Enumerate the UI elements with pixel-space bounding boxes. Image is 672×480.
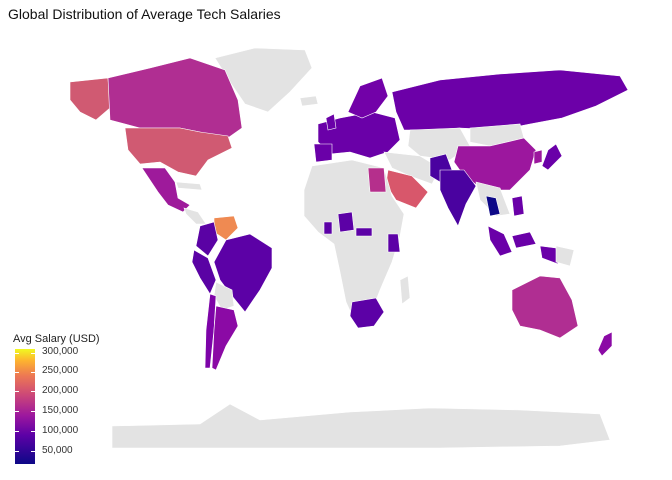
region-cuba[interactable] xyxy=(175,181,203,191)
country-canada[interactable] xyxy=(107,57,243,141)
country-kenya[interactable] xyxy=(387,233,401,253)
country-venezuela[interactable] xyxy=(213,215,239,241)
country-korea[interactable] xyxy=(533,149,543,165)
legend-tickmark xyxy=(15,411,35,412)
region-central-asia[interactable] xyxy=(407,127,471,161)
country-uk[interactable] xyxy=(325,113,337,131)
country-argentina[interactable] xyxy=(211,305,239,371)
legend-tickmark xyxy=(15,353,35,354)
country-chile[interactable] xyxy=(204,293,217,369)
legend-tick-label: 200,000 xyxy=(42,385,79,396)
country-greenland[interactable] xyxy=(214,47,313,113)
country-australia[interactable] xyxy=(511,275,579,339)
country-russia[interactable] xyxy=(391,69,629,131)
country-brazil[interactable] xyxy=(213,233,273,313)
region-papua[interactable] xyxy=(555,245,575,267)
country-spain[interactable] xyxy=(313,143,333,163)
country-iceland[interactable] xyxy=(299,95,319,107)
country-thailand[interactable] xyxy=(485,195,501,217)
country-colombia[interactable] xyxy=(195,221,219,257)
country-philippines[interactable] xyxy=(511,195,525,217)
legend-tickmark xyxy=(15,431,35,432)
country-madagascar[interactable] xyxy=(399,275,411,305)
country-china[interactable] xyxy=(453,137,537,191)
country-india[interactable] xyxy=(439,169,477,227)
country-ghana[interactable] xyxy=(323,221,333,235)
legend-tickmark xyxy=(15,391,35,392)
legend-tick-label: 100,000 xyxy=(42,425,79,436)
country-indonesia[interactable] xyxy=(487,225,559,265)
legend-title: Avg Salary (USD) xyxy=(13,333,100,345)
country-nigeria[interactable] xyxy=(337,211,355,233)
country-south-africa[interactable] xyxy=(349,297,385,329)
legend-tick-label: 300,000 xyxy=(42,346,79,357)
legend-tick-label: 50,000 xyxy=(42,445,73,456)
region-central-america[interactable] xyxy=(183,207,207,225)
country-new-zealand[interactable] xyxy=(597,331,613,357)
legend-tickmark xyxy=(15,372,35,373)
region-scandinavia[interactable] xyxy=(347,77,389,119)
legend-tick-label: 250,000 xyxy=(42,365,79,376)
map-title: Global Distribution of Average Tech Sala… xyxy=(8,6,281,22)
region-antarctica[interactable] xyxy=(111,403,611,449)
legend-tick-label: 150,000 xyxy=(42,405,79,416)
country-usa[interactable] xyxy=(124,127,233,177)
country-dr-congo[interactable] xyxy=(355,227,373,237)
country-peru[interactable] xyxy=(191,249,217,295)
region-middle-east[interactable] xyxy=(383,151,441,185)
country-egypt[interactable] xyxy=(367,167,387,193)
legend-color-bar xyxy=(15,349,35,464)
legend-tickmark xyxy=(15,451,35,452)
country-japan[interactable] xyxy=(541,143,563,171)
region-bolivia[interactable] xyxy=(213,281,235,311)
country-alaska[interactable] xyxy=(69,77,111,121)
country-mexico[interactable] xyxy=(141,167,191,213)
